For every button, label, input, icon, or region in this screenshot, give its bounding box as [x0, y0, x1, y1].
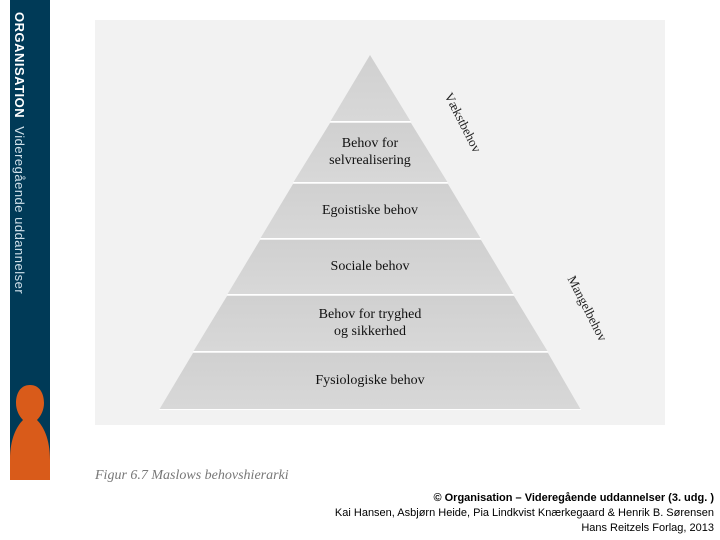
figure-canvas: Behov forselvrealisering Egoistiske behov… [95, 20, 665, 425]
attribution: © Organisation – Videregående uddannelse… [335, 491, 714, 536]
pyramid-level-3: Sociale behov [155, 240, 585, 295]
figure: Behov forselvrealisering Egoistiske behov… [75, 15, 695, 460]
pyramid-level-2: Egoistiske behov [155, 184, 585, 239]
page: ORGANISATION Videregående uddannelser Be… [0, 0, 720, 540]
attribution-line2: Kai Hansen, Asbjørn Heide, Pia Lindkvist… [335, 506, 714, 521]
sidebar: ORGANISATION Videregående uddannelser [0, 0, 60, 540]
sidebar-title-light: Videregående uddannelser [12, 126, 27, 294]
attribution-line3: Hans Reitzels Forlag, 2013 [335, 521, 714, 536]
pyramid-level-4: Behov for tryghedog sikkerhed [155, 296, 585, 352]
pyramid-level-5: Fysiologiske behov [155, 353, 585, 410]
pyramid-level-label: Behov for tryghedog sikkerhed [319, 307, 422, 339]
pyramid-level-label: Fysiologiske behov [315, 373, 424, 389]
pyramid-level-0 [155, 55, 585, 122]
pyramid-level-1: Behov forselvrealisering [155, 123, 585, 183]
sidebar-title: ORGANISATION Videregående uddannelser [12, 12, 27, 468]
pyramid-level-label: Behov forselvrealisering [329, 136, 411, 168]
maslow-pyramid: Behov forselvrealisering Egoistiske behov… [155, 55, 585, 410]
pyramid-level-label: Egoistiske behov [322, 203, 418, 219]
figure-caption: Figur 6.7 Maslows behovshierarki [95, 468, 289, 484]
attribution-line1: © Organisation – Videregående uddannelse… [335, 491, 714, 506]
caption-text: Figur 6.7 Maslows behovshierarki [95, 468, 289, 483]
sidebar-title-bold: ORGANISATION [12, 12, 27, 118]
pyramid-level-label: Sociale behov [331, 259, 410, 275]
